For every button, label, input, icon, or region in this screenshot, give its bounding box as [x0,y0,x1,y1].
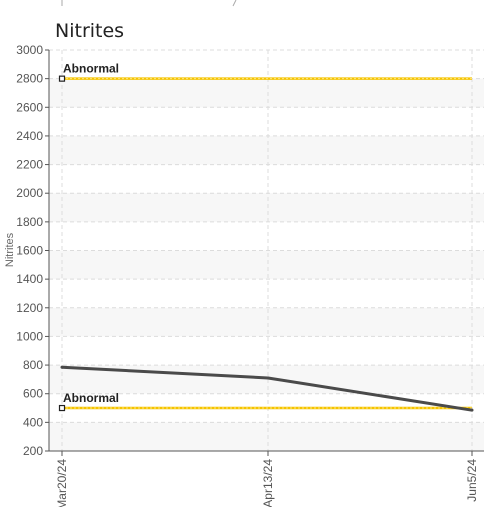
y-tick-label: 1200 [16,301,43,315]
grid-band [49,78,484,108]
reference-label: Abnormal [63,391,119,405]
grid-band [49,250,484,280]
y-tick-label: 400 [23,415,43,429]
grid-band [49,422,484,451]
x-tick-label: Jun5/24 [465,459,479,502]
reference-marker [58,404,66,412]
y-tick-label: 2000 [16,186,43,200]
series [60,365,474,412]
y-tick-label: 2400 [16,129,43,143]
series-point [60,365,64,369]
y-tick-label: 1600 [16,244,43,258]
y-tick-label: 200 [23,444,43,458]
grid [49,49,484,452]
reference-label: Abnormal [63,62,119,76]
y-tick-label: 2800 [16,72,43,86]
x-tick-label: Apr13/24 [261,459,275,507]
y-tick-label: 1400 [16,272,43,286]
y-tick-label: 600 [23,387,43,401]
axes: 200 400 600 800 1000 1200 1400 1600 1800 2000 2200… [16,43,484,507]
series-point [266,376,270,380]
y-tick-label: 3000 [16,43,43,57]
reference-marker [58,75,66,82]
y-tick-label: 2200 [16,158,43,172]
x-tick-label: Mar20/24 [55,459,69,507]
grid-band [49,135,484,165]
y-tick-label: 800 [23,358,43,372]
series-point [470,408,474,412]
clipped-header-fragment [232,0,237,7]
reference-lines: Abnormal Abnormal [58,62,472,412]
chart-title: Nitrites [55,20,124,42]
y-tick-label: 1000 [16,329,43,343]
grid-band [49,307,484,337]
y-tick-label: 1800 [16,215,43,229]
y-axis-label: Nitrites [4,232,16,267]
y-tick-label: 2600 [16,100,43,114]
grid-band [49,193,484,222]
